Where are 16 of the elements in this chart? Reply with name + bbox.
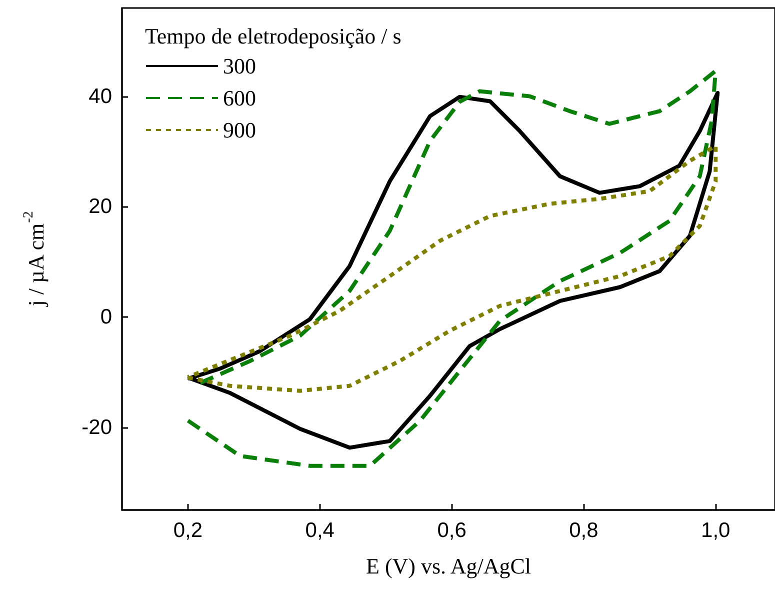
legend-title: Tempo de eletrodeposição / s: [145, 24, 402, 48]
legend-label: 600: [223, 86, 256, 110]
legend-label: 900: [223, 118, 256, 142]
line-series: [186, 144, 718, 393]
x-tick-label: 1,0: [701, 519, 730, 542]
x-tick-label: 0,6: [437, 519, 466, 542]
y-tick-label: 20: [88, 195, 112, 218]
y-tick-label: -20: [82, 416, 112, 439]
y-axis-title: j / µA cm-2: [22, 211, 48, 308]
y-tick-label: 0: [100, 305, 112, 328]
legend-label: 300: [223, 54, 256, 78]
y-tick-label: 40: [88, 84, 112, 108]
x-tick-label: 0,4: [305, 519, 335, 542]
x-tick-label: 0,2: [173, 519, 203, 542]
x-tick-label: 0,8: [569, 519, 598, 542]
x-axis-title: E (V) vs. Ag/AgCl: [366, 554, 531, 578]
